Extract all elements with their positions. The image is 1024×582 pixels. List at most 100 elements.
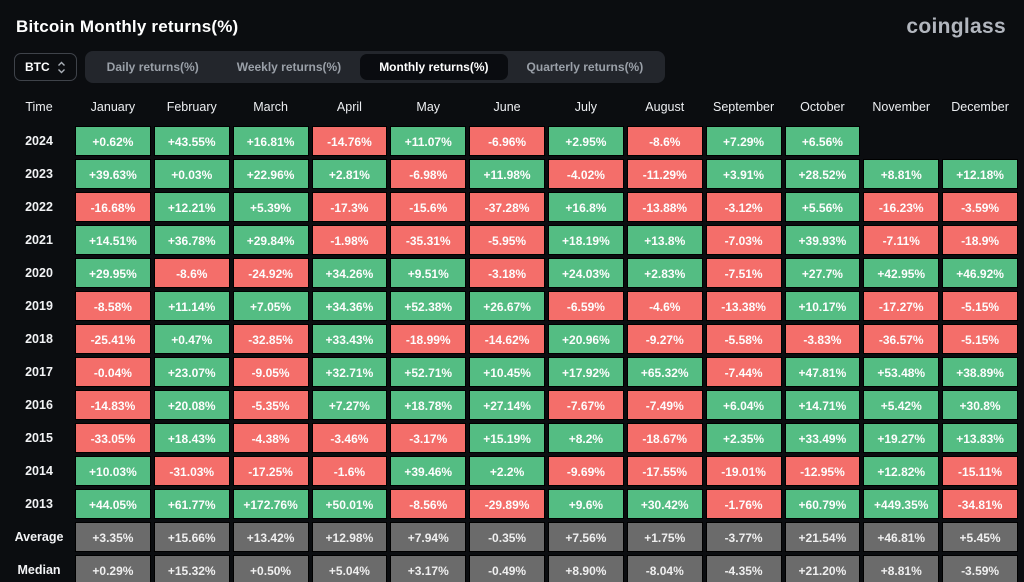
return-cell: -3.59% [942,192,1018,222]
table-row: 2019 -8.58% +11.14% +7.05% +34.36% +52.38% +26… [6,291,1018,321]
return-cell: -6.59% [548,291,624,321]
return-cell: -5.15% [942,324,1018,354]
return-cell: -18.99% [390,324,467,354]
return-cell: -5.35% [232,390,309,420]
row-label: Median [17,563,61,577]
return-cell: +52.38% [390,291,467,321]
return-cell: -34.81% [942,489,1018,519]
return-cell: +30.8% [942,390,1018,420]
tab-monthly[interactable]: Monthly returns(%) [360,54,508,80]
controls-bar: BTC Daily returns(%) Weekly returns(%) Mon… [0,47,1024,89]
return-cell: -3.83% [784,324,861,354]
tab-daily[interactable]: Daily returns(%) [88,54,218,80]
table-row: 2015 -33.05% +18.43% -4.38% -3.46% -3.17% +15.… [6,423,1018,453]
return-cell: -8.58% [75,291,151,321]
column-header-time: Time [25,100,53,114]
tab-quarterly[interactable]: Quarterly returns(%) [508,54,663,80]
return-cell: -14.62% [469,324,545,354]
table-column-headers: Time January February March April May June July… [6,97,1018,119]
return-cell: +16.8% [548,192,624,222]
return-cell: +18.43% [153,423,230,453]
return-cell: +23.07% [153,357,230,387]
return-cell: +47.81% [784,357,861,387]
symbol-selector[interactable]: BTC [14,53,77,81]
return-cell: +34.36% [311,291,388,321]
return-cell: -5.95% [469,225,545,255]
return-cell: +5.42% [863,390,940,420]
return-cell: +15.19% [469,423,545,453]
empty-cell [863,126,939,156]
return-cell: -8.56% [390,489,467,519]
return-cell: +9.51% [390,258,467,288]
returns-tab-group: Daily returns(%) Weekly returns(%) Monthly… [84,51,666,83]
return-cell: +33.43% [311,324,388,354]
column-header-month: May [416,100,441,114]
return-cell: +16.81% [232,126,309,156]
return-cell: -6.96% [469,126,545,156]
return-cell: +3.91% [705,159,782,189]
return-cell: +7.56% [548,522,624,552]
return-cell: +8.90% [548,555,624,582]
return-cell: -4.35% [705,555,782,582]
return-cell: +17.92% [548,357,624,387]
return-cell: -1.6% [311,456,388,486]
returns-table: Time January February March April May June July… [0,97,1024,582]
return-cell: +13.42% [232,522,309,552]
return-cell: -19.01% [705,456,782,486]
return-cell: +43.55% [153,126,230,156]
return-cell: -14.76% [311,126,388,156]
return-cell: +28.52% [784,159,861,189]
returns-table-body: 2024 +0.62% +43.55% +16.81% -14.76% +11.07% -6… [6,126,1018,582]
return-cell: +6.04% [705,390,782,420]
table-row: Average +3.35% +15.66% +13.42% +12.98% +7.94%… [6,522,1018,552]
return-cell: -8.6% [626,126,703,156]
return-cell: -7.49% [626,390,703,420]
table-row: 2017 -0.04% +23.07% -9.05% +32.71% +52.71% +10… [6,357,1018,387]
return-cell: +0.03% [153,159,230,189]
return-cell: +7.29% [705,126,782,156]
return-cell: +2.81% [311,159,388,189]
return-cell: +34.26% [311,258,388,288]
return-cell: +29.95% [75,258,151,288]
return-cell: -5.15% [942,291,1018,321]
return-cell: +21.54% [784,522,861,552]
page-title: Bitcoin Monthly returns(%) [16,17,239,36]
return-cell: -7.11% [863,225,940,255]
return-cell: +5.39% [232,192,309,222]
return-cell: +2.83% [626,258,703,288]
return-cell: +8.2% [548,423,624,453]
return-cell: -29.89% [469,489,545,519]
return-cell: -9.69% [548,456,624,486]
return-cell: +12.18% [942,159,1018,189]
return-cell: +29.84% [232,225,309,255]
return-cell: +20.96% [548,324,624,354]
return-cell: -11.29% [626,159,703,189]
return-cell: +32.71% [311,357,388,387]
return-cell: +26.67% [469,291,545,321]
table-row: 2013 +44.05% +61.77% +172.76% +50.01% -8.56% -… [6,489,1018,519]
return-cell: +14.71% [784,390,861,420]
return-cell: +0.50% [232,555,309,582]
return-cell: +61.77% [153,489,230,519]
return-cell: +10.45% [469,357,545,387]
return-cell: -14.83% [75,390,151,420]
return-cell: +39.93% [784,225,861,255]
row-label: 2016 [25,398,53,412]
return-cell: -32.85% [232,324,309,354]
return-cell: +44.05% [75,489,151,519]
return-cell: -15.6% [390,192,467,222]
table-row: 2018 -25.41% +0.47% -32.85% +33.43% -18.99% -1… [6,324,1018,354]
return-cell: +172.76% [232,489,309,519]
return-cell: -1.76% [705,489,782,519]
return-cell: +36.78% [153,225,230,255]
return-cell: +3.35% [75,522,151,552]
return-cell: +39.63% [75,159,151,189]
return-cell: +449.35% [863,489,940,519]
return-cell: -5.58% [705,324,782,354]
return-cell: -0.35% [469,522,545,552]
return-cell: -3.18% [469,258,545,288]
tab-weekly[interactable]: Weekly returns(%) [218,54,360,80]
return-cell: -9.27% [626,324,703,354]
return-cell: +38.89% [942,357,1018,387]
return-cell: -12.95% [784,456,861,486]
